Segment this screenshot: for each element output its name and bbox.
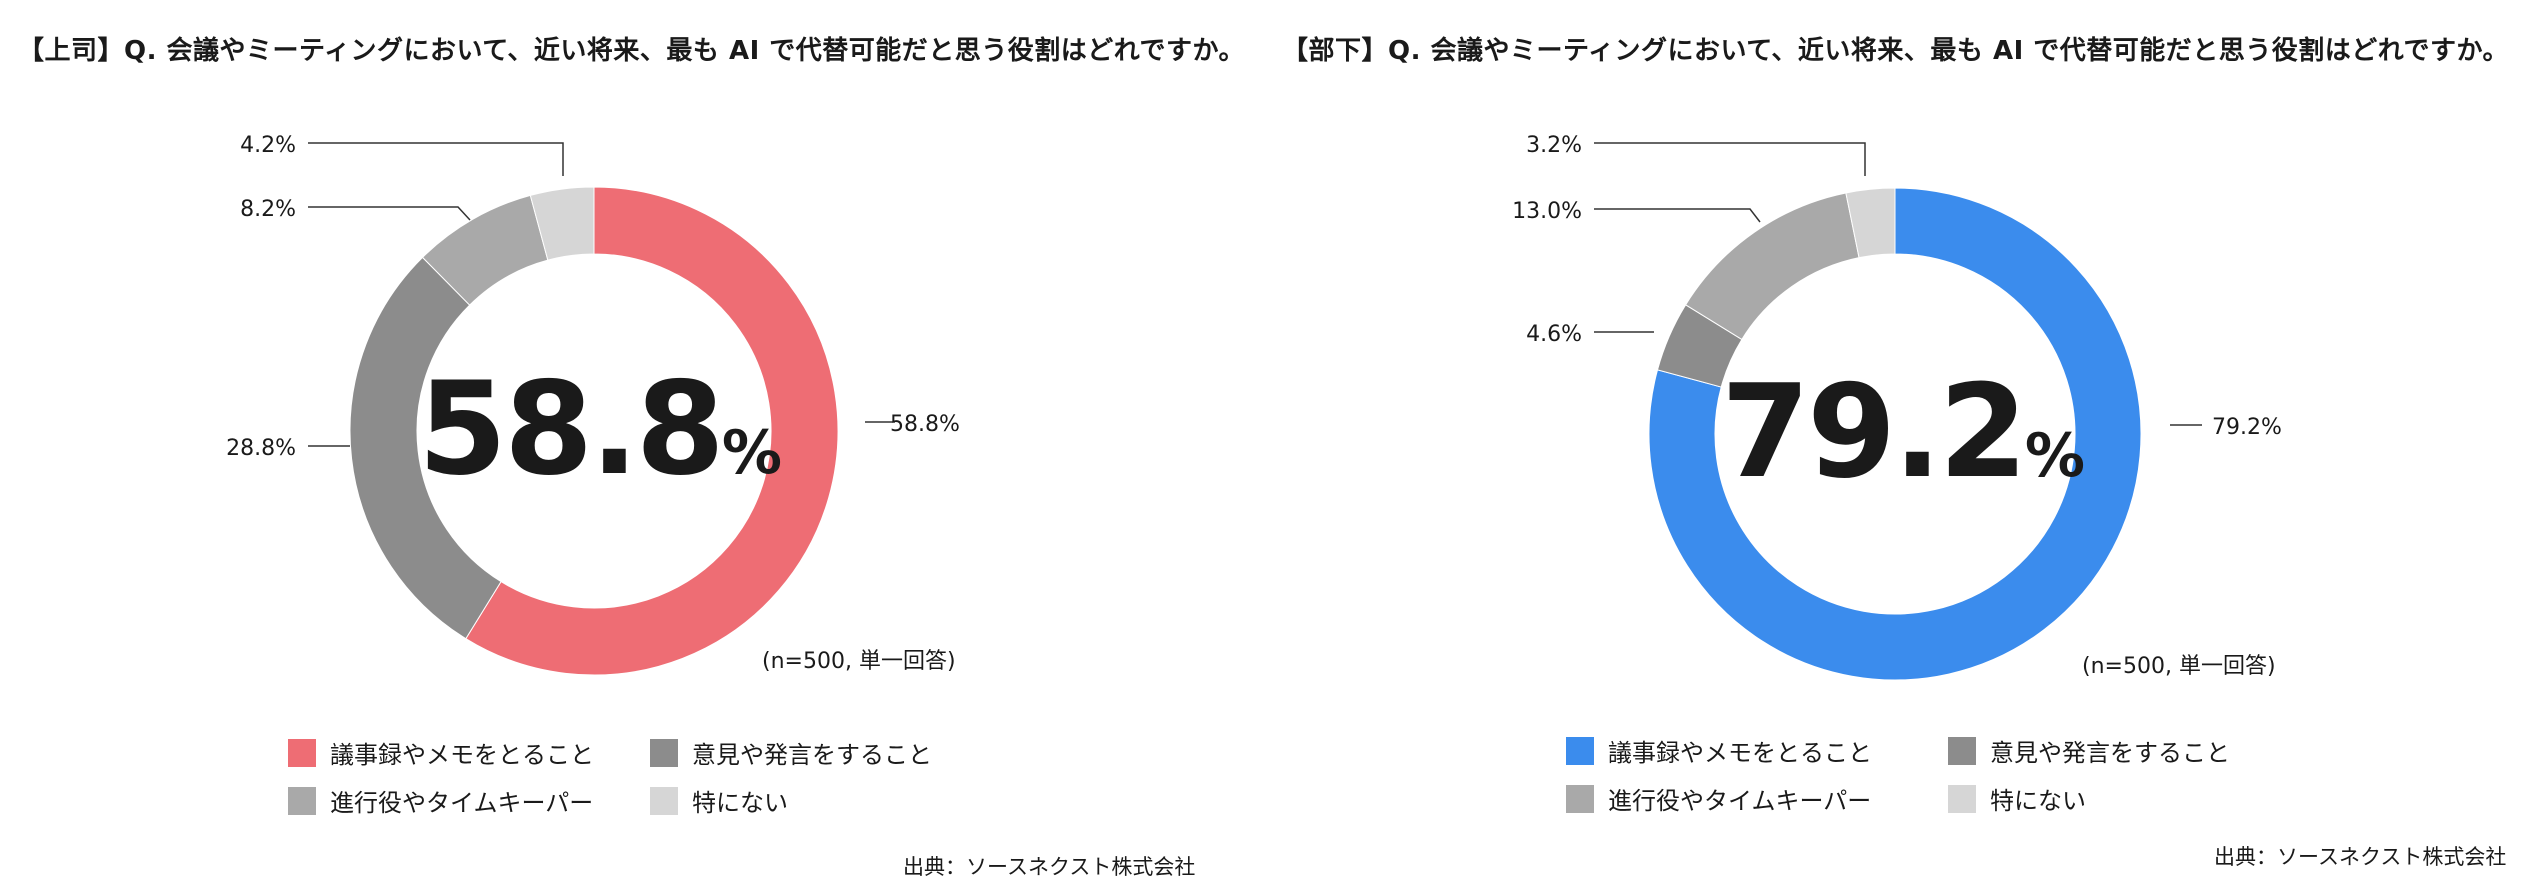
slice-value-label: 58.8%: [890, 412, 960, 437]
chart-title: 【部下】Q. 会議やミーティングにおいて、近い将来、最も AI で代替可能だと思…: [1282, 36, 2509, 66]
source-note: 出典：ソースネクスト株式会社: [903, 855, 1196, 879]
center-value-unit: %: [2024, 421, 2085, 491]
slice-value-label: 28.8%: [226, 436, 296, 461]
legend-item-opinion: 意見や発言をすること: [650, 735, 932, 770]
legend-swatch: [650, 738, 678, 767]
legend-label: 進行役やタイムキーパー: [330, 789, 594, 817]
sample-note: (n=500, 単一回答): [2082, 654, 2276, 679]
legend-item-facilitator: 進行役やタイムキーパー: [288, 783, 593, 818]
slice-value-label: 79.2%: [2212, 415, 2282, 440]
legend-label: 意見や発言をすること: [1990, 739, 2230, 767]
leader-line: [1594, 208, 1761, 223]
legend-label: 議事録やメモをとること: [1608, 739, 1872, 767]
donut-slice-2: [349, 256, 502, 640]
center-value-unit: %: [721, 418, 782, 488]
legend-label: 進行役やタイムキーパー: [1608, 787, 1872, 815]
chart-panel-subordinate: 【部下】Q. 会議やミーティングにおいて、近い将来、最も AI で代替可能だと思…: [1272, 0, 2544, 894]
leader-line: [1594, 142, 1866, 176]
slice-value-label: 4.6%: [1526, 322, 1582, 347]
source-note: 出典：ソースネクスト株式会社: [2214, 845, 2507, 869]
slice-value-label: 8.2%: [240, 197, 296, 222]
sample-note: (n=500, 単一回答): [762, 649, 956, 674]
donut-chart-subordinate: 79.2% 4.6% 13.0% 3.2%: [1512, 133, 2282, 681]
center-value-number: 79.2: [1721, 358, 2028, 507]
donut-slice-1: [1648, 187, 2142, 681]
center-value: 58.8%: [418, 355, 782, 504]
legend-swatch: [288, 786, 316, 815]
legend-label: 意見や発言をすること: [692, 741, 932, 769]
legend-swatch: [1948, 784, 1976, 813]
legend-label: 特にない: [1990, 787, 2086, 815]
legend-item-minutes: 議事録やメモをとること: [1566, 733, 1872, 768]
leader-line: [308, 142, 564, 176]
legend-swatch: [1948, 736, 1976, 765]
legend-item-none: 特にない: [650, 783, 788, 818]
legend-label: 議事録やメモをとること: [330, 741, 594, 769]
donut-slice-4: [529, 186, 595, 261]
legend-swatch: [288, 738, 316, 767]
donut-slice-1: [465, 186, 839, 676]
legend-swatch: [1566, 736, 1594, 765]
slice-value-label: 13.0%: [1512, 199, 1582, 224]
slice-value-label: 4.2%: [240, 133, 296, 158]
chart-title: 【上司】Q. 会議やミーティングにおいて、近い将来、最も AI で代替可能だと思…: [18, 36, 1245, 66]
leader-line: [308, 206, 471, 221]
legend-item-minutes: 議事録やメモをとること: [288, 735, 594, 770]
chart-panel-boss: 【上司】Q. 会議やミーティングにおいて、近い将来、最も AI で代替可能だと思…: [18, 36, 1245, 879]
legend-swatch: [1566, 784, 1594, 813]
legend-item-facilitator: 進行役やタイムキーパー: [1566, 781, 1871, 816]
center-value: 79.2%: [1721, 358, 2085, 507]
donut-chart-boss: 58.8% 28.8% 8.2% 4.2%: [226, 133, 960, 676]
donut-slice-3: [1684, 192, 1860, 341]
legend-swatch: [650, 786, 678, 815]
slice-value-label: 3.2%: [1526, 133, 1582, 158]
donut-slice-4: [1845, 187, 1896, 259]
legend-item-opinion: 意見や発言をすること: [1948, 733, 2230, 768]
legend-item-none: 特にない: [1948, 781, 2086, 816]
center-value-number: 58.8: [418, 355, 725, 504]
legend-label: 特にない: [692, 789, 788, 817]
